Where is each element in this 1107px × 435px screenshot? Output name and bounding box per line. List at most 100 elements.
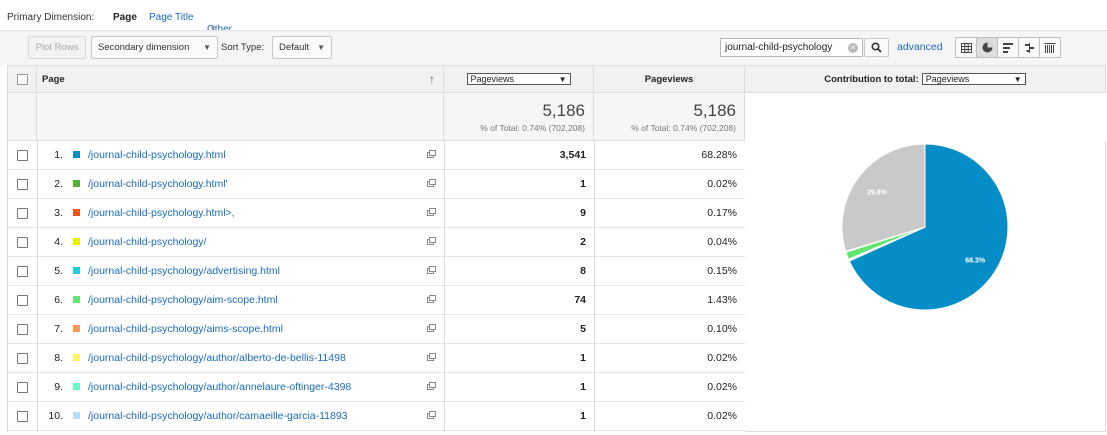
row-number: 10.	[48, 410, 63, 422]
pie-view-button[interactable]	[976, 37, 998, 58]
row-checkbox[interactable]	[17, 382, 28, 393]
chevron-down-icon: ▼	[558, 74, 567, 84]
pageviews-percent: 0.04%	[707, 236, 737, 248]
external-link-icon[interactable]	[427, 295, 436, 303]
advanced-filter-link[interactable]: advanced	[897, 41, 943, 53]
table-row: 4. /journal-child-psychology/2 0.04%	[7, 228, 745, 257]
plot-rows-button[interactable]: Plot Rows	[28, 36, 86, 59]
row-color-swatch	[73, 151, 80, 158]
pageviews-percent: 0.15%	[707, 265, 737, 277]
chevron-down-icon: ▼	[203, 43, 211, 52]
performance-icon	[1002, 42, 1013, 53]
row-checkbox[interactable]	[17, 411, 28, 422]
row-number: 5.	[54, 265, 63, 277]
clear-search-icon[interactable]: ×	[848, 43, 858, 53]
row-checkbox[interactable]	[17, 179, 28, 190]
pageviews-percent: 68.28%	[701, 149, 737, 161]
row-checkbox[interactable]	[17, 353, 28, 364]
row-checkbox[interactable]	[17, 208, 28, 219]
row-checkbox[interactable]	[17, 237, 28, 248]
pie-chart-icon	[982, 42, 992, 53]
contribution-label: Contribution to total:	[824, 73, 919, 85]
metric-select-value: Pageviews	[470, 74, 515, 84]
row-checkbox[interactable]	[17, 295, 28, 306]
external-link-icon[interactable]	[427, 266, 436, 274]
row-checkbox[interactable]	[17, 266, 28, 277]
external-link-icon[interactable]	[427, 411, 436, 419]
page-link[interactable]: /journal-child-psychology/	[88, 236, 207, 248]
secondary-dimension-dropdown[interactable]: Secondary dimension ▼	[91, 36, 218, 59]
page-link[interactable]: /journal-child-psychology/advertising.ht…	[88, 265, 281, 277]
table-row: 9. /journal-child-psychology/author/annel…	[7, 373, 745, 402]
external-link-icon[interactable]	[427, 208, 436, 216]
metric-select[interactable]: Pageviews ▼	[466, 73, 571, 85]
dimension-page-title[interactable]: Page Title	[149, 12, 194, 23]
page-link[interactable]: /journal-child-psychology/author/alberto…	[88, 352, 346, 364]
sort-ascending-icon[interactable]: ↑	[429, 72, 435, 86]
row-number: 1.	[54, 149, 63, 161]
term-cloud-view-button[interactable]	[1039, 37, 1061, 58]
page-link[interactable]: /journal-child-psychology/author/annelau…	[88, 381, 352, 393]
chevron-down-icon: ▼	[317, 43, 325, 52]
header-contribution: Contribution to total: Pageviews ▼	[745, 65, 1106, 93]
select-all-checkbox[interactable]	[16, 73, 28, 85]
metric-value: 8	[580, 265, 586, 277]
secondary-dimension-label: Secondary dimension	[98, 42, 190, 53]
table-toolbar: Plot Rows Secondary dimension ▼ Sort Typ…	[0, 30, 1107, 65]
pie-slice[interactable]	[848, 143, 1009, 311]
row-checkbox[interactable]	[17, 150, 28, 161]
external-link-icon[interactable]	[427, 150, 436, 158]
totals-pageviews: 5,186 % of Total: 0.74% (702,208)	[594, 93, 745, 141]
data-table-view-button[interactable]	[955, 37, 977, 58]
row-number: 2.	[54, 178, 63, 190]
chevron-down-icon: ▼	[1013, 74, 1022, 84]
metric-value: 1	[580, 352, 586, 364]
page-link[interactable]: /journal-child-psychology/author/camaeil…	[88, 410, 348, 422]
performance-view-button[interactable]	[997, 37, 1019, 58]
row-color-swatch	[73, 412, 80, 419]
primary-dimension-label: Primary Dimension:	[7, 12, 95, 23]
header-pageviews[interactable]: Pageviews	[594, 65, 745, 93]
sort-type-value: Default	[279, 42, 310, 53]
metric-value: 1	[580, 178, 586, 190]
header-select-all	[7, 65, 37, 93]
table-row: 1. /journal-child-psychology.html 3,541 68.…	[7, 141, 745, 170]
sort-type-dropdown[interactable]: Default ▼	[272, 36, 332, 59]
page-link[interactable]: /journal-child-psychology.html	[88, 149, 226, 161]
sort-type-label: Sort Type:	[221, 42, 265, 53]
total-percent: % of Total: 0.74% (702,208)	[480, 123, 585, 133]
search-input[interactable]: journal-child-psychology ×	[720, 38, 863, 57]
external-link-icon[interactable]	[427, 353, 436, 361]
chevron-down-icon: ▼	[209, 24, 217, 33]
page-link[interactable]: /journal-child-psychology.html'	[88, 178, 228, 190]
data-table-icon	[960, 42, 972, 53]
page-link[interactable]: /journal-child-psychology/aims-scope.htm…	[88, 323, 283, 335]
dimension-page[interactable]: Page	[113, 12, 137, 23]
table-row: 7. /journal-child-psychology/aims-scope.h…	[7, 315, 745, 344]
row-checkbox[interactable]	[17, 324, 28, 335]
page-link[interactable]: /journal-child-psychology.html>,	[88, 207, 235, 219]
external-link-icon[interactable]	[427, 382, 436, 390]
pie-slice[interactable]	[841, 143, 926, 253]
table-row: 2. /journal-child-psychology.html' 1 0.02%	[7, 170, 745, 199]
row-number: 4.	[54, 236, 63, 248]
pageviews-percent: 0.02%	[707, 410, 737, 422]
search-button[interactable]	[864, 38, 889, 57]
external-link-icon[interactable]	[427, 179, 436, 187]
external-link-icon[interactable]	[427, 237, 436, 245]
row-color-swatch	[73, 296, 80, 303]
page-link[interactable]: /journal-child-psychology/aim-scope.html	[88, 294, 278, 306]
header-page[interactable]: Page ↑	[37, 65, 444, 93]
comparison-view-button[interactable]	[1018, 37, 1040, 58]
column-divider	[444, 141, 445, 432]
external-link-icon[interactable]	[427, 324, 436, 332]
row-color-swatch	[73, 238, 80, 245]
total-value: 5,186	[693, 101, 736, 120]
pageviews-percent: 0.17%	[707, 207, 737, 219]
table-row: 5. /journal-child-psychology/advertising.…	[7, 257, 745, 286]
contribution-select[interactable]: Pageviews ▼	[921, 73, 1026, 85]
table-row: 3. /journal-child-psychology.html>, 9 0.17%	[7, 199, 745, 228]
total-value: 5,186	[542, 101, 585, 120]
row-number: 9.	[54, 381, 63, 393]
pageviews-percent: 0.10%	[707, 323, 737, 335]
